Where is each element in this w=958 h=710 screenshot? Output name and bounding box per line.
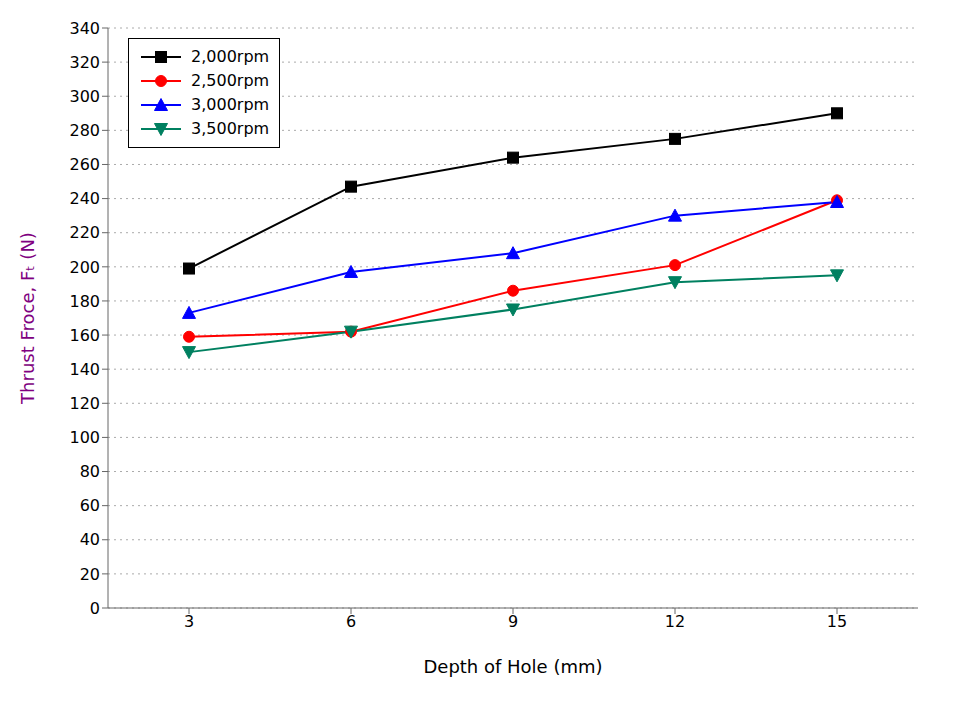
svg-text:6: 6	[346, 612, 356, 631]
svg-text:140: 140	[69, 360, 100, 379]
svg-text:120: 120	[69, 394, 100, 413]
svg-text:Thrust Froce, Fₜ (N): Thrust Froce, Fₜ (N)	[17, 232, 38, 405]
svg-text:260: 260	[69, 155, 100, 174]
svg-text:160: 160	[69, 326, 100, 345]
html-text:3,500rpm: 3,500rpm	[191, 119, 270, 138]
svg-text:80: 80	[80, 462, 100, 481]
html-text:3,000rpm: 3,000rpm	[191, 95, 270, 114]
html-text:2,000rpm: 2,000rpm	[191, 47, 270, 66]
svg-text:Depth of Hole (mm): Depth of Hole (mm)	[423, 656, 602, 677]
svg-text:15: 15	[827, 612, 847, 631]
html-text:2,500rpm: 2,500rpm	[191, 71, 270, 90]
svg-text:60: 60	[80, 496, 100, 515]
svg-text:100: 100	[69, 428, 100, 447]
svg-text:180: 180	[69, 292, 100, 311]
svg-text:9: 9	[508, 612, 518, 631]
svg-text:240: 240	[69, 189, 100, 208]
svg-text:300: 300	[69, 87, 100, 106]
svg-text:220: 220	[69, 223, 100, 242]
svg-text:200: 200	[69, 258, 100, 277]
svg-text:40: 40	[80, 530, 100, 549]
svg-text:3: 3	[184, 612, 194, 631]
svg-text:20: 20	[80, 565, 100, 584]
svg-text:280: 280	[69, 121, 100, 140]
svg-text:0: 0	[90, 599, 100, 618]
svg-text:12: 12	[665, 612, 685, 631]
svg-text:340: 340	[69, 19, 100, 38]
svg-text:320: 320	[69, 53, 100, 72]
